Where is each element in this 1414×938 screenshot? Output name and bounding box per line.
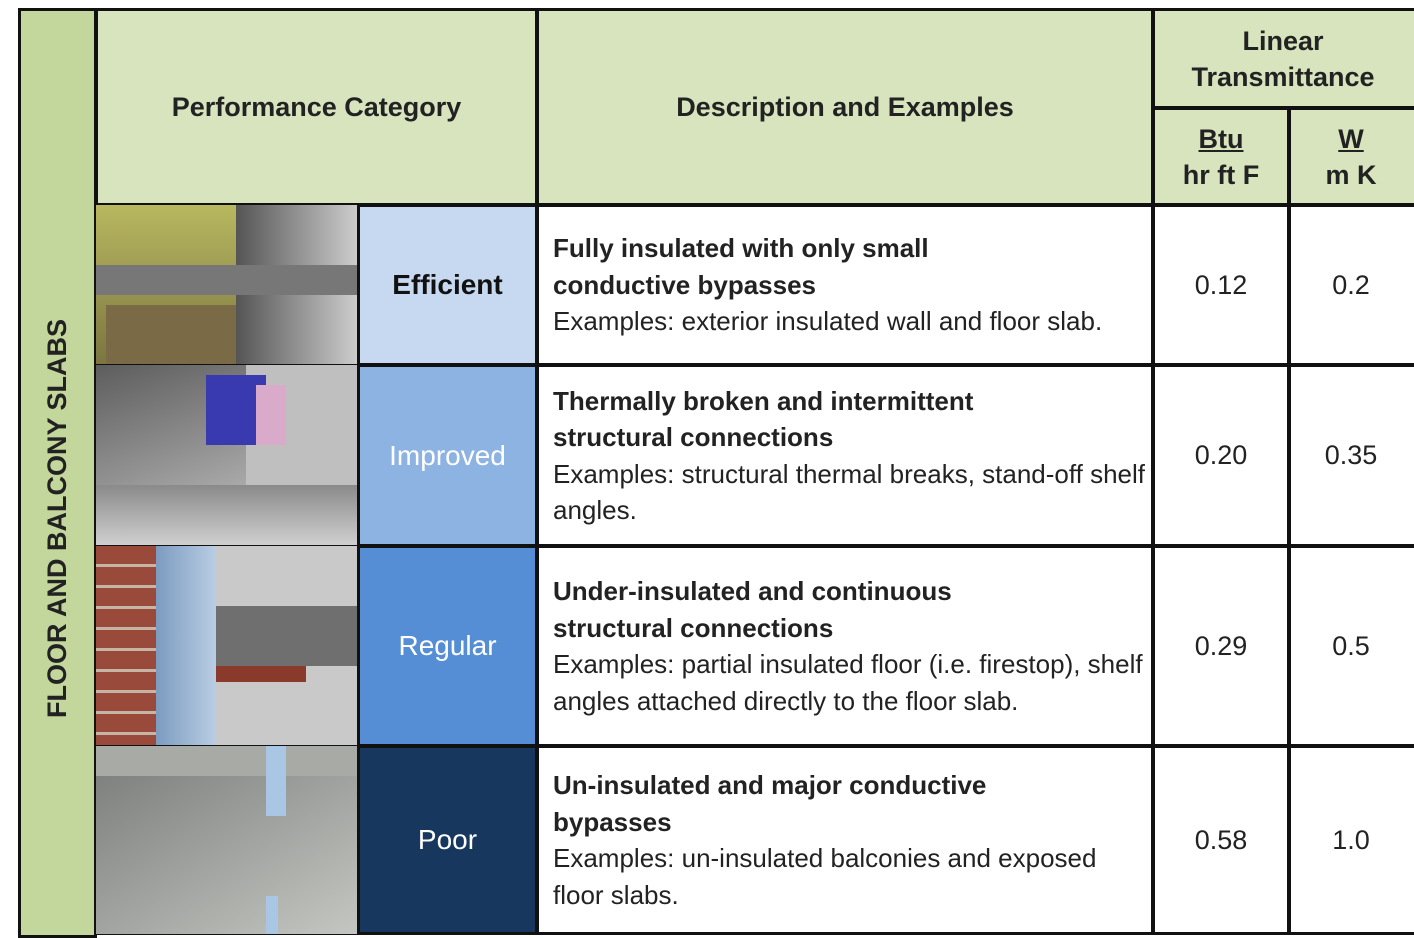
header-transmittance: Linear Transmittance — [1152, 8, 1414, 109]
description-title: Un-insulated and major conductive bypass… — [553, 770, 987, 837]
page: FLOOR AND BALCONY SLABS Performance Cate… — [18, 8, 1414, 938]
btu-value: 0.12 — [1152, 204, 1290, 366]
w-value: 0.5 — [1332, 630, 1370, 661]
w-value-cell: 0.5 — [1288, 545, 1414, 747]
header-category: Performance Category — [95, 8, 538, 206]
description-cell: Un-insulated and major conductive bypass… — [536, 745, 1154, 935]
w-value-cell: 0.2 — [1288, 204, 1414, 366]
side-strip: FLOOR AND BALCONY SLABS — [18, 8, 97, 938]
w-value: 1.0 — [1332, 824, 1370, 855]
illustration — [95, 204, 359, 366]
description-examples: Examples: exterior insulated wall and fl… — [553, 306, 1103, 337]
description-title: Fully insulated with only small conducti… — [553, 233, 929, 300]
category-cell: Improved — [357, 364, 538, 547]
description-examples: Examples: un-insulated balconies and exp… — [553, 843, 1097, 910]
description: Un-insulated and major conductive bypass… — [553, 767, 1148, 913]
unit-numerator: W — [1338, 123, 1364, 154]
description-examples: Examples: partial insulated floor (i.e. … — [553, 649, 1143, 716]
w-value-cell: 1.0 — [1288, 745, 1414, 935]
unit-denominator: m K — [1325, 159, 1377, 190]
description: Under-insulated and continuous structura… — [553, 573, 1148, 719]
description-cell: Under-insulated and continuous structura… — [536, 545, 1154, 747]
unit: Btu hr ft F — [1183, 121, 1259, 193]
description-title: Under-insulated and continuous structura… — [553, 576, 952, 643]
btu-value: 0.29 — [1152, 545, 1290, 747]
description-cell: Thermally broken and intermittent struct… — [536, 364, 1154, 547]
description: Fully insulated with only small conducti… — [553, 230, 1102, 340]
w-value-cell: 0.35 — [1288, 364, 1414, 547]
category-cell: Poor — [357, 745, 538, 935]
description-examples: Examples: structural thermal breaks, sta… — [553, 458, 1145, 526]
header-transmittance-text: Linear Transmittance — [1191, 25, 1375, 92]
category-cell: Regular — [357, 545, 538, 747]
side-label: FLOOR AND BALCONY SLABS — [42, 318, 73, 718]
unit-numerator: Btu — [1198, 123, 1244, 154]
illustration — [95, 745, 359, 935]
unit-cell: Btu hr ft F — [1152, 107, 1290, 206]
header-description: Description and Examples — [536, 8, 1154, 206]
btu-value: 0.20 — [1152, 364, 1290, 547]
w-value: 0.35 — [1324, 440, 1378, 470]
w-value: 0.2 — [1332, 269, 1370, 300]
description-cell: Fully insulated with only small conducti… — [536, 204, 1154, 366]
btu-value: 0.58 — [1152, 745, 1290, 935]
description: Thermally broken and intermittent struct… — [553, 383, 1148, 529]
illustration — [95, 364, 359, 547]
illustration — [95, 545, 359, 747]
unit-denominator: hr ft F — [1182, 159, 1260, 190]
description-title: Thermally broken and intermittent struct… — [553, 385, 974, 453]
category-cell: Efficient — [357, 204, 538, 366]
